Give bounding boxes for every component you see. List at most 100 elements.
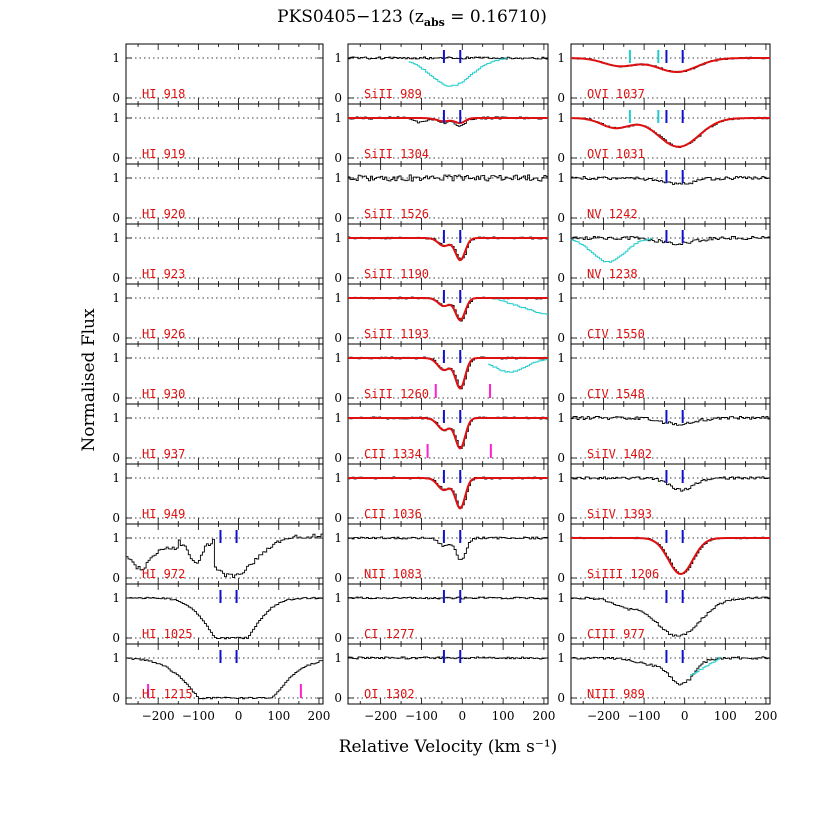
y-tick-label: 0 bbox=[334, 631, 342, 645]
y-tick-label: 0 bbox=[557, 511, 565, 525]
transition-label: NII 1083 bbox=[364, 567, 422, 581]
y-tick-label: 0 bbox=[334, 211, 342, 225]
transition-label: SiII 1304 bbox=[364, 147, 429, 161]
transition-label: CII 1334 bbox=[364, 447, 422, 461]
y-tick-label: 0 bbox=[557, 331, 565, 345]
y-tick-label: 1 bbox=[112, 471, 120, 485]
panel-siii-1526: 0 1 SiII 1526 bbox=[334, 163, 549, 225]
y-tick-label: 1 bbox=[334, 531, 342, 545]
flux-spectrum bbox=[570, 56, 770, 73]
model-fit bbox=[348, 297, 548, 322]
transition-label: SiII 1193 bbox=[364, 327, 429, 341]
y-tick-label: 0 bbox=[334, 571, 342, 585]
panel-hi-926: 0 1 HI 926 bbox=[112, 283, 324, 345]
y-tick-label: 1 bbox=[334, 351, 342, 365]
x-tick-label: 200 bbox=[532, 709, 555, 723]
y-tick-label: 0 bbox=[334, 391, 342, 405]
flux-spectrum bbox=[347, 596, 548, 600]
transition-label: HI 972 bbox=[142, 567, 185, 581]
panel-nv-1238: 0 1 NV 1238 bbox=[557, 223, 771, 285]
y-tick-label: 1 bbox=[334, 111, 342, 125]
x-tick-label: −200 bbox=[587, 709, 620, 723]
flux-spectrum bbox=[347, 656, 548, 660]
blended-feature bbox=[408, 57, 508, 87]
x-tick-label: 100 bbox=[492, 709, 515, 723]
y-tick-label: 0 bbox=[557, 271, 565, 285]
y-tick-label: 0 bbox=[112, 211, 120, 225]
blended-feature bbox=[690, 656, 722, 676]
y-tick-label: 1 bbox=[334, 411, 342, 425]
x-tick-label: −100 bbox=[628, 709, 661, 723]
transition-label: SiII 1260 bbox=[364, 387, 429, 401]
transition-label: NIII 989 bbox=[587, 687, 645, 701]
y-axis-label: Normalised Flux bbox=[79, 308, 99, 452]
x-tick-label: 200 bbox=[754, 709, 777, 723]
y-tick-label: 0 bbox=[112, 151, 120, 165]
panel-frame bbox=[347, 643, 549, 705]
panel-grid: 0 1 HI 918 0 1 HI 919 0 1 HI 920 0 1 HI 923 0 1 HI 926… bbox=[112, 43, 777, 723]
panel-ci-1277: 0 1 CI 1277 bbox=[334, 583, 549, 645]
y-tick-label: 1 bbox=[557, 51, 565, 65]
blended-feature bbox=[492, 297, 548, 315]
x-tick-label: −200 bbox=[364, 709, 397, 723]
y-tick-label: 0 bbox=[334, 511, 342, 525]
transition-label: HI 1215 bbox=[142, 687, 193, 701]
panel-hi-930: 0 1 HI 930 bbox=[112, 343, 324, 405]
model-fit bbox=[571, 117, 770, 148]
y-tick-label: 1 bbox=[557, 411, 565, 425]
panel-hi-972: 0 1 HI 972 bbox=[112, 523, 324, 585]
panel-hi-918: 0 1 HI 918 bbox=[112, 43, 324, 105]
y-tick-label: 1 bbox=[112, 51, 120, 65]
y-tick-label: 1 bbox=[557, 651, 565, 665]
transition-label: CIV 1550 bbox=[587, 327, 645, 341]
y-tick-label: 0 bbox=[557, 451, 565, 465]
y-tick-label: 0 bbox=[112, 631, 120, 645]
panel-oi-1302: 0 1 OI 1302 bbox=[334, 643, 549, 705]
model-fit bbox=[348, 237, 548, 262]
panel-ovi-1037: 0 1 OVI 1037 bbox=[557, 43, 771, 105]
transition-label: HI 919 bbox=[142, 147, 185, 161]
y-tick-label: 0 bbox=[557, 151, 565, 165]
flux-spectrum bbox=[570, 476, 770, 492]
y-tick-label: 1 bbox=[112, 171, 120, 185]
y-tick-label: 0 bbox=[112, 391, 120, 405]
panel-siii-1193: 0 1 SiII 1193 bbox=[334, 283, 549, 345]
model-fit bbox=[348, 357, 548, 390]
transition-label: CII 1036 bbox=[364, 507, 422, 521]
y-tick-label: 1 bbox=[557, 111, 565, 125]
transition-label: OVI 1037 bbox=[587, 87, 645, 101]
y-tick-label: 1 bbox=[334, 291, 342, 305]
panel-ovi-1031: 0 1 OVI 1031 bbox=[557, 103, 771, 165]
flux-spectrum bbox=[347, 476, 548, 509]
x-tick-label: −100 bbox=[405, 709, 438, 723]
panel-nii-1083: 0 1 NII 1083 bbox=[334, 523, 549, 585]
panel-nv-1242: 0 1 NV 1242 bbox=[557, 163, 771, 225]
y-tick-label: 1 bbox=[112, 111, 120, 125]
y-tick-label: 0 bbox=[334, 331, 342, 345]
y-tick-label: 1 bbox=[112, 231, 120, 245]
blended-feature bbox=[570, 237, 653, 263]
flux-spectrum bbox=[125, 596, 323, 640]
y-tick-label: 0 bbox=[112, 331, 120, 345]
y-tick-label: 0 bbox=[334, 151, 342, 165]
transition-label: NV 1242 bbox=[587, 207, 638, 221]
y-tick-label: 0 bbox=[557, 91, 565, 105]
y-tick-label: 0 bbox=[112, 451, 120, 465]
panel-hi-1215: 0 1 HI 1215 bbox=[112, 643, 324, 705]
y-tick-label: 1 bbox=[334, 51, 342, 65]
y-tick-label: 1 bbox=[334, 171, 342, 185]
x-tick-label: 200 bbox=[308, 709, 331, 723]
transition-label: SiIII 1206 bbox=[587, 567, 659, 581]
model-fit bbox=[348, 417, 548, 450]
y-tick-label: 0 bbox=[557, 391, 565, 405]
flux-spectrum bbox=[570, 415, 770, 426]
transition-label: HI 923 bbox=[142, 267, 185, 281]
flux-spectrum bbox=[347, 356, 548, 390]
transition-label: SiII 989 bbox=[364, 87, 422, 101]
blended-feature bbox=[488, 358, 548, 373]
y-tick-label: 0 bbox=[334, 691, 342, 705]
y-tick-label: 1 bbox=[557, 171, 565, 185]
flux-spectrum bbox=[570, 596, 770, 637]
panel-siii-1304: 0 1 SiII 1304 bbox=[334, 103, 549, 165]
panel-siiv-1402: 0 1 SiIV 1402 bbox=[557, 403, 771, 465]
